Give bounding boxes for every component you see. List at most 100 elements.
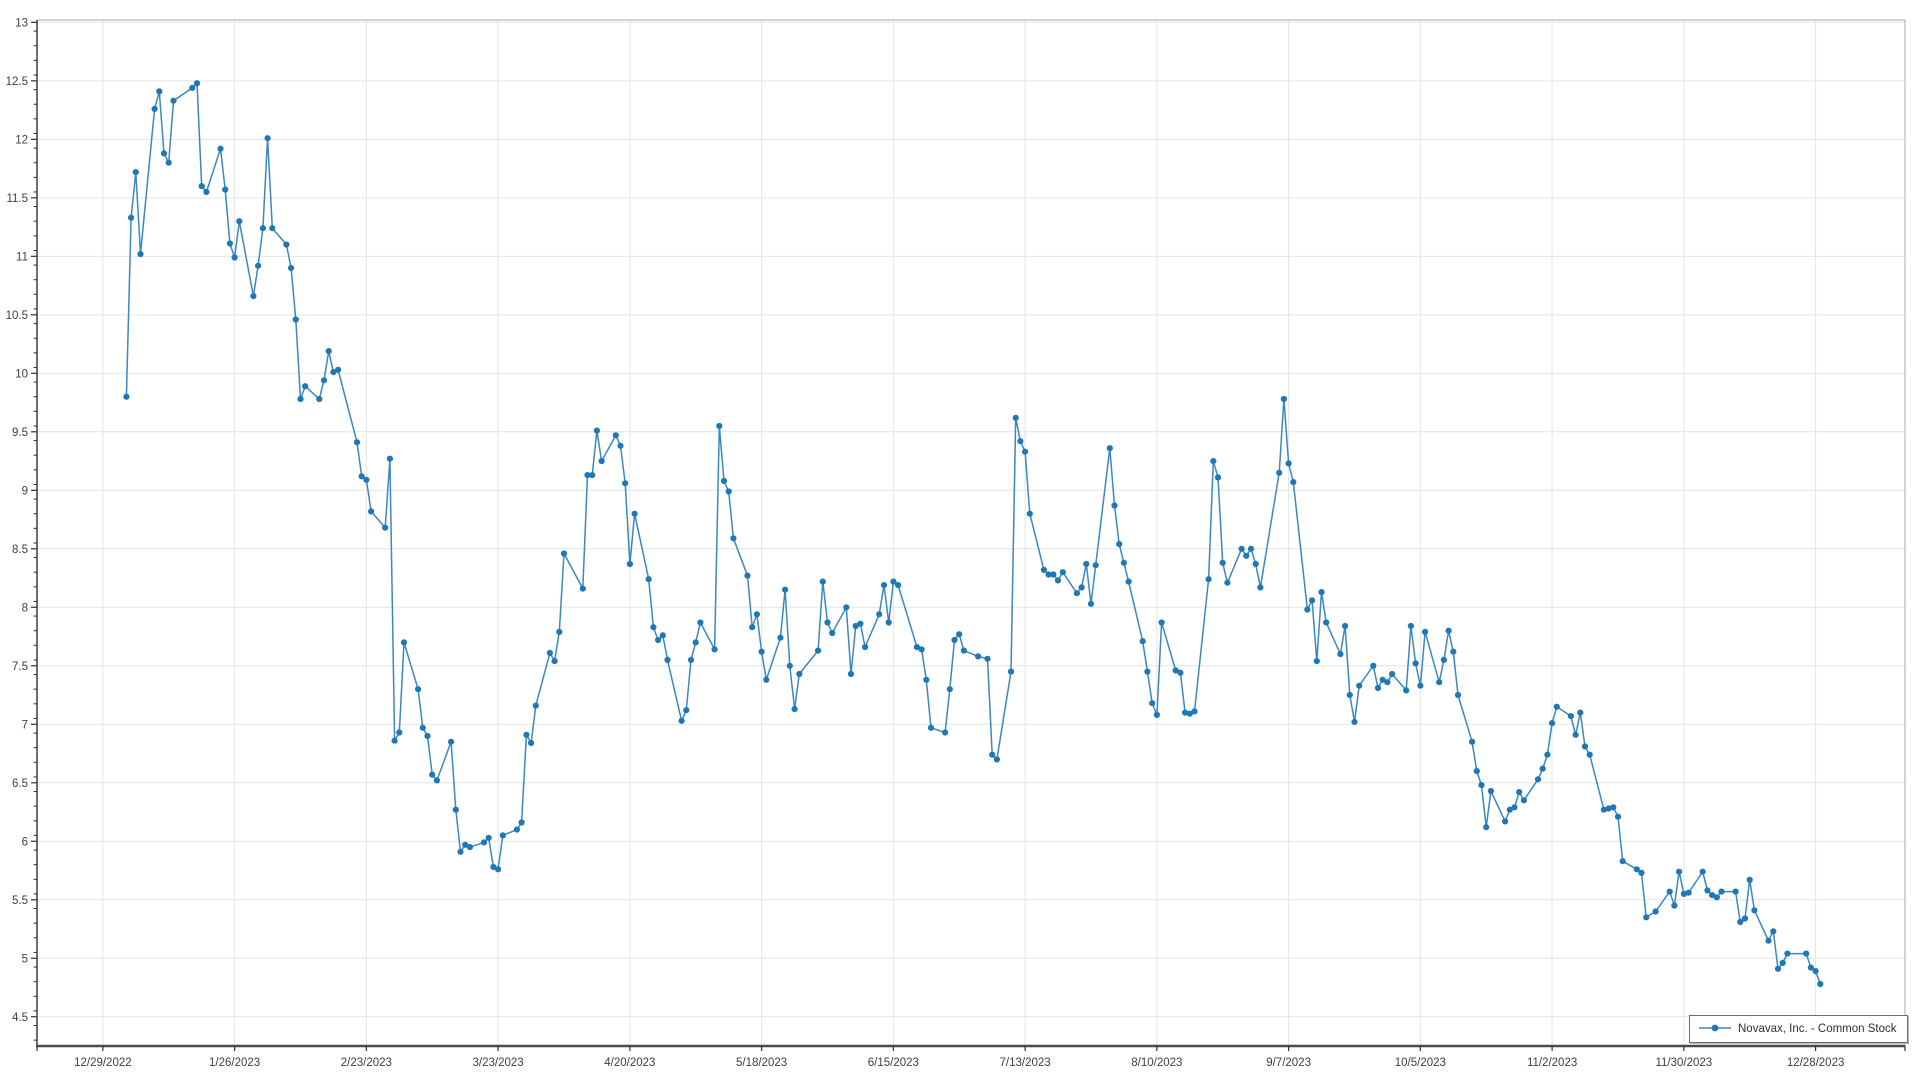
data-point — [1713, 894, 1720, 901]
data-point — [847, 670, 855, 678]
data-point — [749, 624, 756, 631]
svg-text:12.5: 12.5 — [6, 76, 28, 88]
data-point — [720, 477, 728, 484]
y-axis: 13 12.5 12 11.5 11 10.5 10 9.5 9 8.5 8 7.5 7 6.5 6 5.5 5… — [6, 17, 37, 1041]
data-point — [480, 839, 488, 846]
data-point — [1313, 658, 1320, 665]
data-point — [1403, 687, 1410, 694]
data-point — [1087, 600, 1095, 607]
data-point — [363, 476, 370, 483]
data-point — [320, 377, 328, 384]
data-point — [1045, 571, 1052, 578]
data-point — [1567, 713, 1574, 720]
data-point — [956, 631, 963, 638]
data-point — [1210, 458, 1217, 465]
data-point — [593, 427, 601, 434]
data-point — [1158, 619, 1165, 626]
data-point — [880, 582, 888, 589]
data-point — [763, 676, 770, 683]
data-point — [1384, 679, 1391, 686]
svg-text:8: 8 — [22, 602, 28, 614]
data-point — [1144, 668, 1151, 675]
data-point — [264, 135, 271, 142]
data-point — [1073, 590, 1080, 597]
data-point — [824, 619, 831, 626]
data-point — [1257, 584, 1264, 591]
svg-text:9.5: 9.5 — [12, 427, 28, 439]
data-point — [1219, 559, 1226, 566]
data-point — [1765, 937, 1772, 944]
data-point — [1285, 460, 1292, 467]
data-point — [1120, 559, 1127, 566]
data-point — [1337, 651, 1344, 658]
data-point — [1247, 545, 1255, 552]
data-point — [885, 619, 892, 626]
data-point — [659, 632, 666, 639]
legend[interactable]: Novavax, Inc. - Common Stock — [1689, 1015, 1908, 1043]
data-point — [1177, 669, 1184, 676]
data-point — [683, 707, 690, 714]
data-point — [951, 636, 958, 644]
data-point — [1638, 869, 1645, 877]
data-point — [617, 442, 624, 449]
data-point — [532, 702, 539, 709]
data-point — [255, 262, 262, 269]
data-point — [1290, 479, 1297, 486]
data-point — [655, 636, 662, 644]
data-point — [137, 250, 144, 258]
data-point — [687, 656, 695, 664]
data-point — [297, 395, 304, 403]
data-point — [1502, 818, 1509, 825]
data-point — [1610, 804, 1617, 811]
data-point — [1040, 566, 1047, 574]
data-point — [876, 611, 883, 618]
data-point — [829, 629, 836, 637]
data-point — [1577, 709, 1584, 716]
svg-text:11: 11 — [16, 251, 28, 263]
data-point — [1572, 731, 1579, 738]
data-point — [852, 622, 859, 630]
data-point — [1276, 469, 1283, 476]
data-point — [1412, 660, 1419, 667]
svg-text:7: 7 — [22, 719, 28, 731]
data-point — [1017, 438, 1024, 445]
data-point — [386, 455, 393, 462]
data-point — [1243, 552, 1250, 559]
svg-text:4/20/2023: 4/20/2023 — [604, 1057, 655, 1069]
data-point — [452, 806, 459, 813]
data-point — [1652, 908, 1659, 915]
data-point — [1817, 980, 1824, 988]
data-point — [523, 731, 530, 738]
data-point — [1304, 606, 1311, 613]
data-point — [226, 240, 233, 247]
data-point — [993, 756, 1001, 763]
data-point — [259, 225, 266, 232]
data-point — [1116, 541, 1123, 548]
svg-text:9: 9 — [22, 485, 28, 497]
data-point — [292, 316, 299, 323]
data-point — [1718, 888, 1725, 895]
data-point — [1732, 888, 1739, 895]
data-point — [1224, 579, 1231, 586]
data-point — [499, 832, 506, 839]
data-point — [495, 866, 502, 873]
data-point — [189, 84, 196, 91]
svg-text:13: 13 — [15, 17, 28, 29]
data-point — [1125, 578, 1132, 585]
data-point — [716, 422, 723, 430]
data-point — [396, 729, 403, 736]
svg-text:5.5: 5.5 — [12, 895, 28, 907]
data-point — [589, 472, 596, 479]
data-point — [222, 186, 229, 193]
svg-text:3/23/2023: 3/23/2023 — [473, 1057, 524, 1069]
data-point — [1356, 682, 1363, 689]
data-point — [815, 647, 822, 654]
data-point — [556, 628, 563, 636]
data-point — [1436, 679, 1443, 686]
data-point — [132, 169, 139, 176]
data-point — [1323, 619, 1330, 626]
svg-text:12/29/2022: 12/29/2022 — [74, 1057, 132, 1069]
data-point — [1318, 589, 1325, 596]
data-point — [1407, 622, 1414, 630]
